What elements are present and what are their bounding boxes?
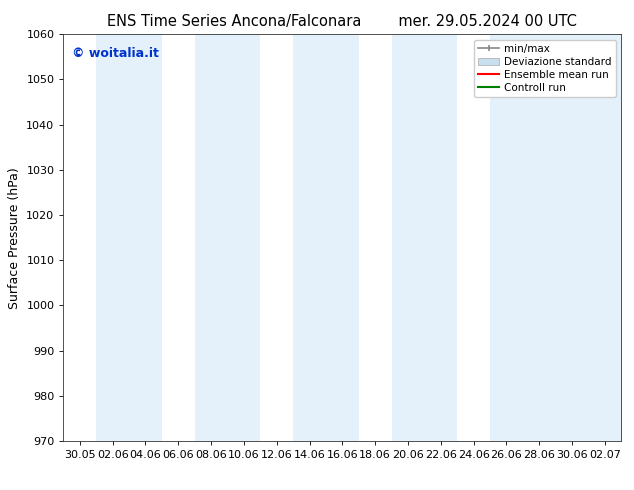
Title: ENS Time Series Ancona/Falconara        mer. 29.05.2024 00 UTC: ENS Time Series Ancona/Falconara mer. 29…	[107, 14, 578, 29]
Bar	[555, 34, 621, 441]
Bar	[293, 34, 359, 441]
Y-axis label: Surface Pressure (hPa): Surface Pressure (hPa)	[8, 167, 21, 309]
Bar	[195, 34, 261, 441]
Legend: min/max, Deviazione standard, Ensemble mean run, Controll run: min/max, Deviazione standard, Ensemble m…	[474, 40, 616, 97]
Text: © woitalia.it: © woitalia.it	[72, 47, 158, 59]
Bar	[490, 34, 555, 441]
Bar	[96, 34, 162, 441]
Bar	[392, 34, 457, 441]
